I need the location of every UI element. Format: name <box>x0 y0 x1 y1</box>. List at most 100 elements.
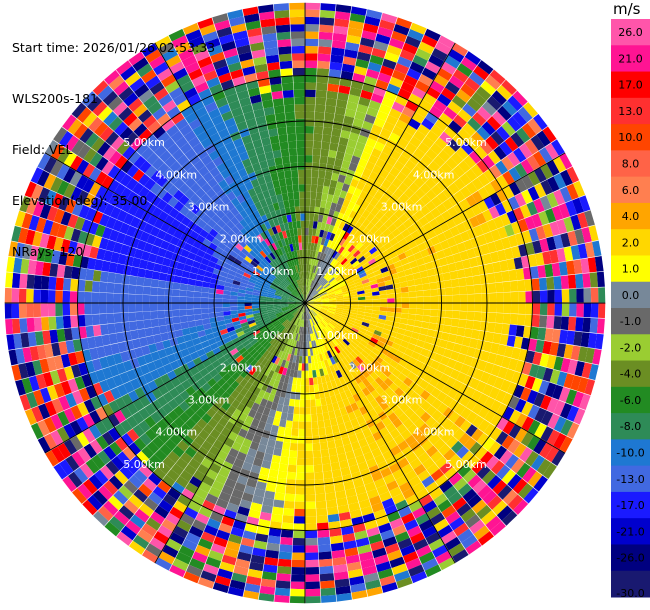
ppi-gate <box>176 99 191 112</box>
ppi-gate <box>438 557 456 571</box>
ppi-gate <box>315 369 321 378</box>
ppi-gate <box>181 160 194 172</box>
ppi-gate <box>361 321 370 328</box>
ppi-gate <box>246 241 255 250</box>
ppi-gate <box>70 228 82 243</box>
ppi-gate <box>263 318 271 324</box>
ppi-gate <box>296 326 300 334</box>
ppi-gate <box>329 142 339 152</box>
ppi-gate <box>215 209 226 219</box>
ppi-gate <box>217 320 226 327</box>
ppi-gate <box>74 376 86 390</box>
ppi-gate <box>188 68 203 81</box>
ppi-gate <box>188 118 202 131</box>
ppi-gate <box>91 303 100 315</box>
ppi-gate <box>332 371 339 380</box>
ppi-gate <box>114 322 123 333</box>
ppi-gate <box>441 210 452 222</box>
ppi-gate <box>503 303 512 314</box>
ppi-gate <box>368 363 377 372</box>
ppi-gate <box>316 413 324 422</box>
ppi-gate <box>383 189 394 200</box>
ppi-gate <box>373 117 386 128</box>
ppi-gate <box>357 461 369 472</box>
ppi-gate <box>388 373 398 383</box>
ppi-gate <box>287 221 294 230</box>
ppi-gate <box>454 190 466 203</box>
ppi-gate <box>343 300 351 303</box>
ppi-gate <box>222 411 233 421</box>
ppi-gate <box>332 402 340 411</box>
ppi-gate <box>294 310 300 317</box>
ppi-gate <box>319 24 334 33</box>
ppi-gate <box>467 303 475 312</box>
ppi-gate <box>524 314 533 327</box>
ppi-gate <box>443 448 456 462</box>
ppi-gate <box>240 537 255 548</box>
ppi-gate <box>103 446 117 461</box>
ppi-gate <box>404 234 414 244</box>
ppi-gate <box>173 189 185 201</box>
ppi-gate <box>325 201 332 210</box>
ppi-gate <box>205 556 222 569</box>
ppi-gate <box>108 475 124 490</box>
ppi-gate <box>295 280 299 288</box>
ppi-gate <box>152 486 167 500</box>
range-ring-label: 2.00km <box>220 233 262 246</box>
ppi-gate <box>85 458 100 474</box>
ppi-gate <box>327 513 340 523</box>
ppi-gate <box>141 69 157 84</box>
ppi-gate <box>109 364 120 377</box>
ppi-gate <box>336 304 344 307</box>
ppi-gate <box>230 23 247 34</box>
ppi-gate <box>262 284 270 290</box>
ppi-gate <box>546 159 560 176</box>
ppi-gate <box>420 411 432 423</box>
ppi-gate <box>310 288 315 296</box>
ppi-gate <box>142 303 151 312</box>
ppi-gate <box>71 327 80 340</box>
ppi-gate <box>351 272 359 279</box>
ppi-gate <box>259 326 267 332</box>
ppi-gate <box>286 338 292 346</box>
ppi-gate <box>289 450 298 458</box>
ppi-gate <box>125 460 139 475</box>
ppi-gate <box>190 332 199 340</box>
ppi-gate <box>382 228 392 238</box>
ppi-gate <box>352 324 361 331</box>
ppi-gate <box>502 281 511 293</box>
ppi-gate <box>425 445 438 458</box>
ppi-gate <box>285 486 296 495</box>
ppi-gate <box>305 348 308 357</box>
ppi-gate <box>341 526 354 536</box>
ppi-gate <box>205 233 215 243</box>
ppi-gate <box>267 274 275 281</box>
ppi-gate <box>476 465 491 480</box>
ppi-gate <box>317 259 322 267</box>
ppi-gate <box>534 183 547 198</box>
ppi-gate <box>106 303 114 314</box>
ppi-gate <box>254 353 263 362</box>
ppi-gate <box>567 359 578 375</box>
colorbar-tick-label: 8.0 <box>622 158 640 171</box>
range-ring-label: 4.00km <box>413 426 455 439</box>
ppi-gate <box>161 518 177 532</box>
ppi-gate <box>250 464 262 474</box>
ppi-gate <box>272 506 284 516</box>
ppi-gate <box>345 216 354 226</box>
ppi-gate <box>460 186 472 199</box>
ppi-gate <box>319 268 325 276</box>
ppi-gate <box>261 137 271 147</box>
ppi-gate <box>426 463 440 476</box>
ppi-gate <box>374 220 384 230</box>
ppi-gate <box>192 357 203 366</box>
ppi-gate <box>501 79 517 95</box>
ppi-gate <box>501 510 518 526</box>
ppi-gate <box>295 340 299 349</box>
ppi-gate <box>266 181 274 191</box>
ppi-gate <box>365 303 373 307</box>
ppi-gate <box>386 289 395 295</box>
ppi-gate <box>277 558 292 567</box>
ppi-gate <box>328 306 336 310</box>
ppi-gate <box>313 340 317 348</box>
